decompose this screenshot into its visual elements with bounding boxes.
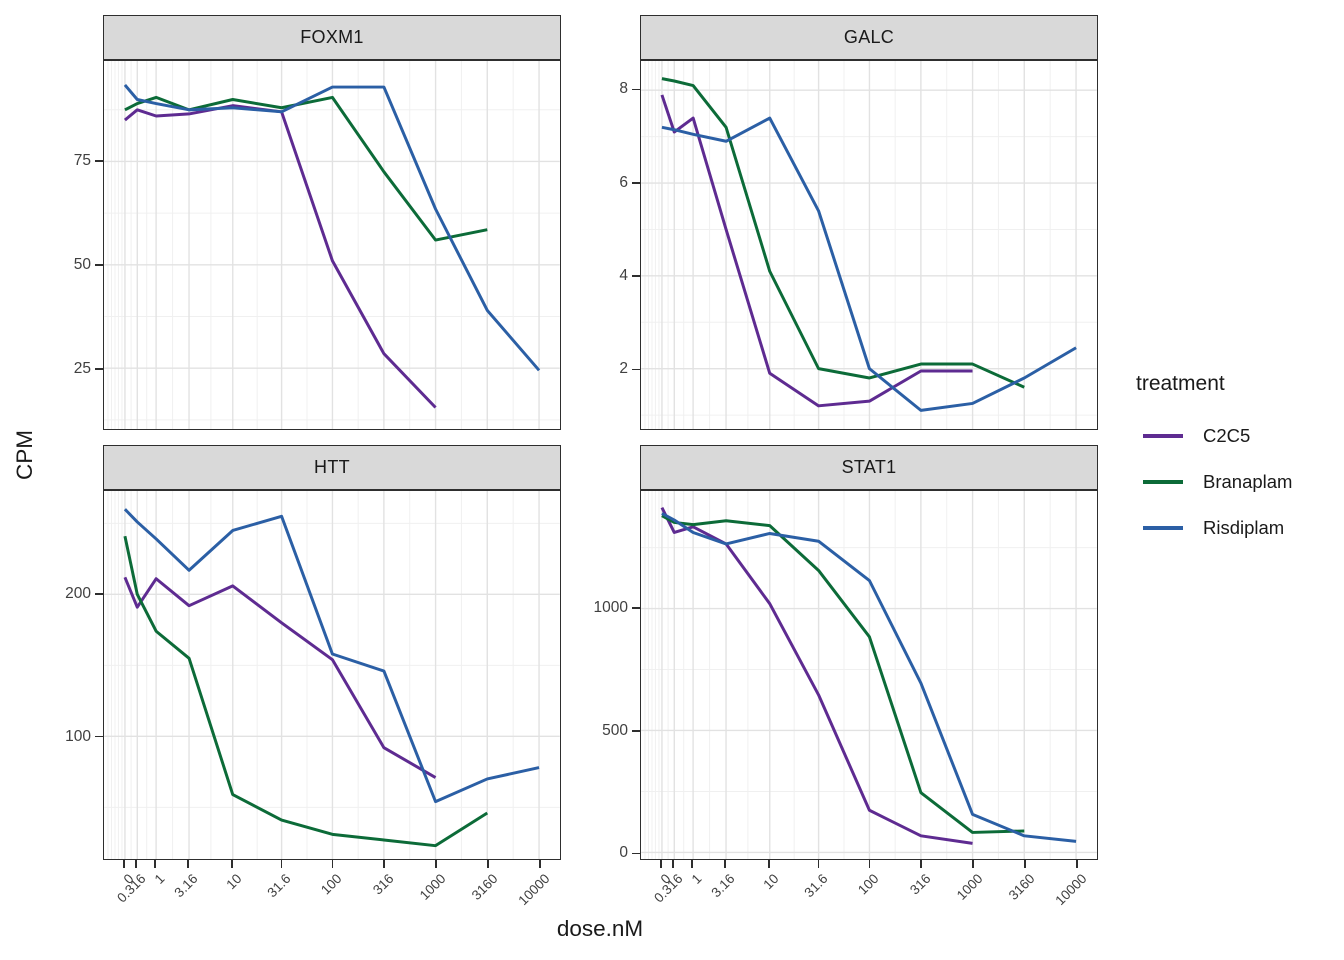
- panel-htt: [103, 490, 561, 860]
- legend-key-c2c5: [1143, 434, 1183, 438]
- series-line-branaplam: [123, 535, 489, 848]
- legend-key-risdiplam: [1143, 526, 1183, 530]
- y-tick-label: 50: [73, 255, 91, 273]
- y-tick-label: 4: [619, 267, 628, 285]
- x-tick-mark: [539, 860, 541, 868]
- x-tick-mark: [487, 860, 489, 868]
- legend-title: treatment: [1136, 372, 1225, 395]
- y-tick-mark: [95, 160, 103, 162]
- panel-title: FOXM1: [300, 27, 364, 47]
- x-tick-mark: [724, 860, 727, 868]
- series-line-c2c5: [123, 576, 437, 779]
- legend-label: Branaplam: [1203, 471, 1293, 492]
- x-tick-mark: [768, 860, 770, 868]
- y-tick-mark: [632, 607, 640, 609]
- facet-strip: FOXM1: [103, 15, 561, 60]
- facet-strip: GALC: [640, 15, 1098, 60]
- y-tick-mark: [632, 729, 640, 732]
- y-tick-mark: [632, 368, 640, 371]
- series-line-branaplam: [661, 514, 1025, 834]
- x-tick-mark: [660, 860, 662, 868]
- y-tick-mark: [632, 275, 640, 277]
- series-line-risdiplam: [123, 508, 540, 804]
- y-tick-label: 6: [619, 173, 628, 191]
- y-tick-mark: [95, 368, 103, 370]
- x-tick-mark: [972, 860, 974, 868]
- series-line-c2c5: [660, 94, 973, 408]
- y-tick-mark: [632, 181, 640, 184]
- series-line-c2c5: [123, 104, 437, 409]
- x-tick-mark: [154, 860, 156, 868]
- panel-galc: [640, 60, 1098, 430]
- series-line-risdiplam: [661, 512, 1077, 843]
- x-tick-mark: [331, 860, 334, 868]
- x-tick-mark: [868, 860, 871, 868]
- x-tick-mark: [1024, 860, 1026, 868]
- panel-stat1: [640, 490, 1098, 860]
- series-line-branaplam: [124, 95, 488, 242]
- legend-label: C2C5: [1203, 425, 1251, 446]
- panel-title: GALC: [843, 27, 895, 47]
- x-tick-mark: [383, 860, 385, 868]
- legend-key-branaplam: [1143, 480, 1183, 484]
- x-tick-mark: [672, 860, 675, 868]
- panel-title: HTT: [314, 457, 350, 477]
- legend-label: Risdiplam: [1203, 517, 1285, 538]
- facet-strip: STAT1: [640, 445, 1098, 490]
- y-axis-label: CPM: [12, 430, 37, 480]
- series-line-c2c5: [660, 506, 973, 845]
- y-tick-label: 75: [73, 152, 91, 170]
- panel-foxm1: [103, 60, 561, 430]
- y-tick-label: 500: [602, 721, 628, 739]
- y-tick-label: 1000: [593, 599, 628, 617]
- y-tick-mark: [95, 264, 103, 266]
- y-tick-label: 2: [619, 360, 628, 378]
- y-tick-mark: [632, 852, 640, 855]
- panel-title: STAT1: [841, 457, 897, 477]
- facet-strip: HTT: [103, 445, 561, 490]
- x-tick-mark: [691, 860, 693, 868]
- series-line-risdiplam: [123, 84, 541, 372]
- x-tick-mark: [817, 860, 820, 868]
- series-line-risdiplam: [661, 116, 1077, 412]
- x-tick-mark: [280, 860, 283, 868]
- y-tick-label: 25: [73, 359, 91, 377]
- y-tick-label: 200: [65, 584, 91, 602]
- x-tick-mark: [1076, 860, 1078, 868]
- x-axis-label: dose.nM: [556, 916, 644, 941]
- y-tick-label: 0: [619, 844, 628, 862]
- x-tick-mark: [435, 860, 437, 868]
- y-tick-mark: [95, 593, 103, 595]
- y-tick-label: 100: [65, 727, 91, 745]
- x-tick-mark: [920, 860, 922, 868]
- x-tick-mark: [135, 860, 138, 868]
- y-tick-label: 8: [619, 80, 628, 98]
- y-tick-mark: [632, 88, 640, 91]
- y-tick-mark: [95, 735, 103, 738]
- x-tick-mark: [231, 860, 233, 868]
- series-line-branaplam: [661, 77, 1025, 389]
- x-tick-mark: [123, 860, 125, 868]
- x-tick-mark: [187, 860, 190, 868]
